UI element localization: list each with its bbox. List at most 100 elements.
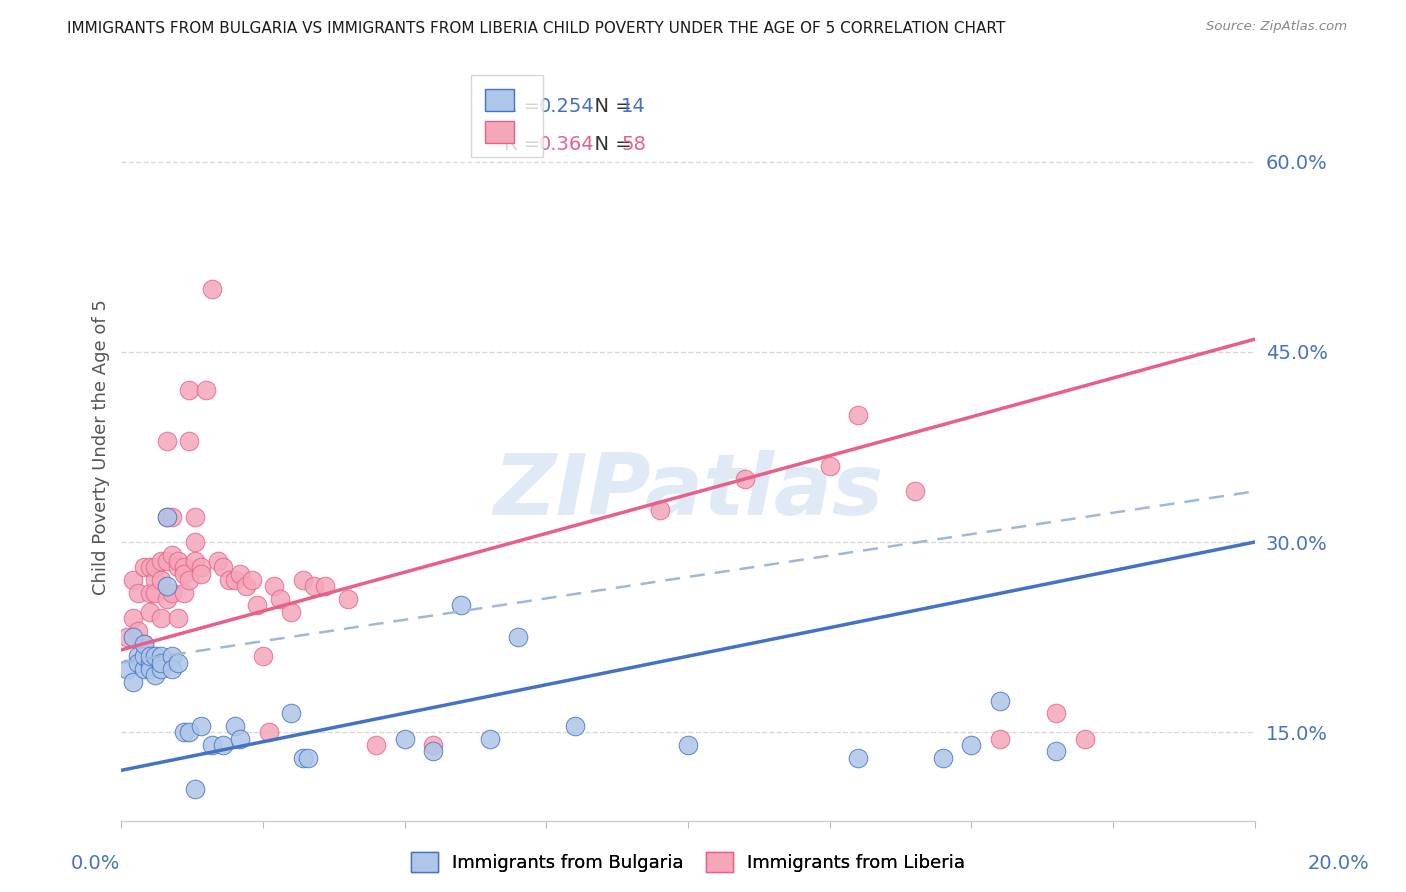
Text: IMMIGRANTS FROM BULGARIA VS IMMIGRANTS FROM LIBERIA CHILD POVERTY UNDER THE AGE : IMMIGRANTS FROM BULGARIA VS IMMIGRANTS F… xyxy=(67,21,1005,37)
Point xyxy=(139,656,162,670)
Text: 0.364: 0.364 xyxy=(538,135,595,153)
Text: ZIPatlas: ZIPatlas xyxy=(494,450,883,533)
Point xyxy=(121,611,143,625)
Point xyxy=(269,592,291,607)
Point xyxy=(818,458,841,473)
Point xyxy=(145,586,167,600)
Point xyxy=(145,668,167,682)
Point xyxy=(291,573,314,587)
Point xyxy=(201,738,224,752)
Point xyxy=(988,693,1011,707)
Point xyxy=(179,434,201,448)
Point xyxy=(1045,744,1067,758)
Point xyxy=(297,750,319,764)
Point xyxy=(167,611,190,625)
Point xyxy=(337,592,360,607)
Point xyxy=(139,560,162,574)
Point xyxy=(218,573,240,587)
Point xyxy=(132,636,155,650)
Point xyxy=(173,566,195,581)
Point xyxy=(145,560,167,574)
Point xyxy=(150,611,173,625)
Point xyxy=(167,560,190,574)
Point xyxy=(235,579,257,593)
Point xyxy=(195,383,218,397)
Point xyxy=(932,750,955,764)
Point xyxy=(280,706,302,721)
Point xyxy=(127,656,149,670)
Point xyxy=(184,509,207,524)
Point xyxy=(156,554,179,568)
Point xyxy=(127,649,149,664)
Point xyxy=(162,649,184,664)
Point xyxy=(179,383,201,397)
Point xyxy=(132,649,155,664)
Point xyxy=(145,649,167,664)
Point xyxy=(115,630,138,644)
Point xyxy=(988,731,1011,746)
Point xyxy=(478,731,501,746)
Point xyxy=(145,573,167,587)
Point xyxy=(506,630,529,644)
Point xyxy=(184,554,207,568)
Point xyxy=(173,725,195,739)
Point xyxy=(139,662,162,676)
Point xyxy=(121,674,143,689)
Point xyxy=(173,586,195,600)
Point xyxy=(150,662,173,676)
Point xyxy=(246,599,269,613)
Point xyxy=(450,599,472,613)
Y-axis label: Child Poverty Under the Age of 5: Child Poverty Under the Age of 5 xyxy=(93,299,110,595)
Point xyxy=(139,605,162,619)
Point xyxy=(173,560,195,574)
Point xyxy=(291,750,314,764)
Point xyxy=(394,731,416,746)
Text: 0.0%: 0.0% xyxy=(70,854,121,873)
Point xyxy=(960,738,983,752)
Point xyxy=(127,624,149,638)
Point xyxy=(564,719,586,733)
Point xyxy=(162,548,184,562)
Point xyxy=(366,738,388,752)
Point xyxy=(179,725,201,739)
Point xyxy=(224,719,246,733)
Point xyxy=(212,738,235,752)
Point xyxy=(207,554,229,568)
Point xyxy=(179,573,201,587)
Point xyxy=(676,738,699,752)
Point xyxy=(190,560,212,574)
Point xyxy=(156,509,179,524)
Point xyxy=(212,560,235,574)
Point xyxy=(150,554,173,568)
Text: R =: R = xyxy=(505,135,547,153)
Point xyxy=(132,560,155,574)
Point xyxy=(648,503,671,517)
Point xyxy=(156,509,179,524)
Point xyxy=(422,744,444,758)
Text: N =: N = xyxy=(582,135,637,153)
Point xyxy=(257,725,280,739)
Point xyxy=(190,566,212,581)
Point xyxy=(139,586,162,600)
Point xyxy=(121,573,143,587)
Point xyxy=(734,472,756,486)
Point xyxy=(156,579,179,593)
Point xyxy=(150,649,173,664)
Point xyxy=(240,573,263,587)
Point xyxy=(167,554,190,568)
Point xyxy=(904,484,927,499)
Point xyxy=(1045,706,1067,721)
Text: Source: ZipAtlas.com: Source: ZipAtlas.com xyxy=(1206,20,1347,33)
Text: 58: 58 xyxy=(621,135,645,153)
Point xyxy=(252,649,274,664)
Point xyxy=(846,409,869,423)
Point xyxy=(1073,731,1095,746)
Point xyxy=(224,573,246,587)
Point xyxy=(127,586,149,600)
Point xyxy=(115,662,138,676)
Point xyxy=(162,509,184,524)
Point xyxy=(132,662,155,676)
Point xyxy=(184,535,207,549)
Point xyxy=(280,605,302,619)
Legend: Immigrants from Bulgaria, Immigrants from Liberia: Immigrants from Bulgaria, Immigrants fro… xyxy=(404,845,973,880)
